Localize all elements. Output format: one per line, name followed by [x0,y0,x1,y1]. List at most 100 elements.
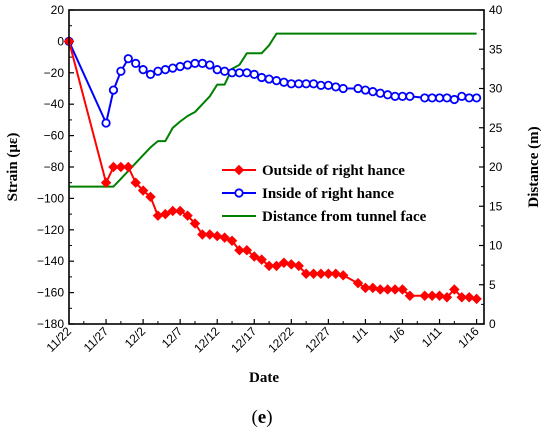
data-point [397,91,408,101]
data-point [197,229,208,240]
data-point [323,268,334,279]
data-point [108,161,119,173]
data-point [323,80,333,90]
legend-item: Distance from tunnel face [222,209,427,225]
data-point [271,260,282,272]
x-tick-label: 11/27 [81,324,112,355]
data-point [153,66,163,76]
data-point [278,257,290,268]
data-point [263,260,275,272]
data-point [226,235,238,247]
data-point [131,58,141,68]
data-point [420,93,430,103]
data-point [101,118,111,128]
series-layer [63,32,482,305]
data-point [257,72,267,83]
data-point [330,268,342,279]
data-point [434,93,445,103]
y-right-axis-title: Distance (m) [526,126,542,207]
data-point [405,91,415,101]
data-point [300,268,312,279]
legend-marker [233,164,245,176]
data-point [234,68,245,78]
x-tick-label: 12/22 [265,324,296,355]
y-right-tick-label: 40 [489,3,503,17]
data-point [242,68,252,78]
x-axis-title: Date [249,370,279,386]
data-point [145,191,156,203]
data-point [397,284,408,295]
y-right-tick-label: 10 [489,239,503,253]
y-right-tick-label: 25 [489,121,503,135]
data-point [123,54,133,64]
x-tick-label: 1/1 [349,324,371,346]
series-1 [63,36,482,305]
y-left-tick-label: −100 [37,191,64,205]
data-point [456,292,467,303]
data-point [463,292,475,303]
data-point [138,65,148,75]
data-point [368,87,378,97]
data-point [241,244,253,256]
legend: Outside of right hance Inside of right ha… [222,163,427,225]
data-point [197,58,207,68]
plot-frame [68,9,485,325]
data-point [331,82,341,92]
x-tick-label: 12/7 [159,324,186,351]
y-left-tick-label: 0 [57,34,64,48]
data-point [123,161,134,173]
y-right-tick-label: 0 [489,317,496,331]
data-point [360,282,371,294]
y-left-tick-label: −20 [44,66,65,80]
data-point [441,292,453,303]
data-point [360,85,371,95]
data-point [204,229,216,240]
data-point [168,63,178,73]
data-point [249,69,259,79]
data-point [419,290,430,301]
data-point [190,58,200,68]
data-point [426,290,438,301]
data-point [352,277,364,289]
y-right-tick-label: 15 [489,199,503,213]
data-point [404,290,416,301]
data-point [315,268,327,279]
y-left-tick-label: −60 [44,129,65,143]
data-point [189,218,201,229]
data-point [212,65,222,75]
data-point [353,83,363,94]
data-point [220,66,230,76]
y-left-tick-label: −120 [37,223,64,237]
data-point [211,230,223,242]
data-point [130,177,141,188]
x-tick-label: 12/12 [191,324,222,355]
x-tick-label: 1/16 [455,324,482,351]
data-point [234,244,245,256]
panel-label-open: ( [251,407,257,428]
data-point [464,93,474,103]
data-point [256,254,267,265]
series-2 [64,36,482,128]
series-line [69,32,477,188]
data-point [449,284,460,295]
data-point [160,208,171,220]
data-point [293,260,304,272]
data-point [160,65,170,75]
data-point [442,93,452,103]
y-right-tick-label: 5 [489,278,496,292]
data-point [167,205,178,217]
data-point [434,290,445,301]
data-point [308,268,319,279]
data-point [337,270,349,281]
data-point [227,68,237,78]
data-point [389,284,401,295]
data-point [383,90,393,100]
data-point [449,94,459,105]
data-point [116,66,126,76]
x-tick-label: 12/2 [122,324,149,351]
y-right-tick-label: 30 [489,82,503,96]
x-tick-label: 1/11 [419,324,445,350]
data-point [471,293,482,305]
data-point [175,61,185,72]
